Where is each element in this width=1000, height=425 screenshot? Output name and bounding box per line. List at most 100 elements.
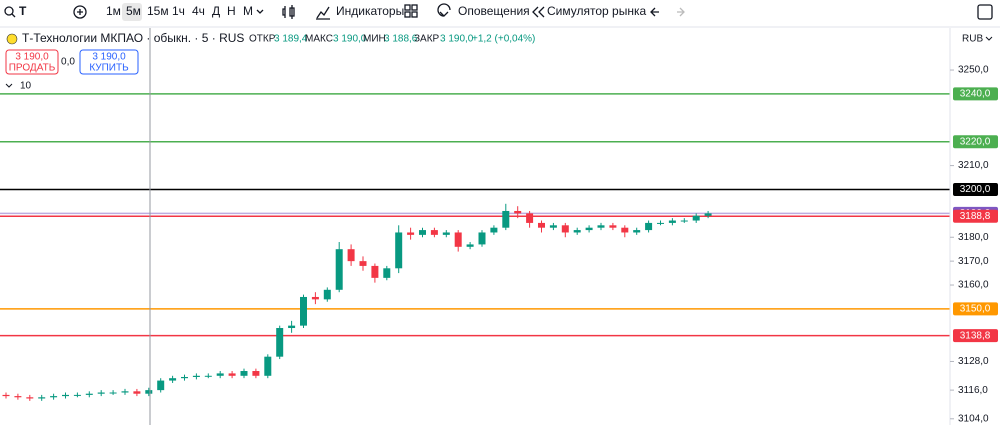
buy-button[interactable]: [79, 49, 139, 75]
y-tick-label: 3210,0: [958, 160, 989, 171]
instrument-logo: [6, 33, 18, 45]
candle-body: [538, 222, 545, 228]
candle-body: [323, 289, 331, 300]
volume-toggle[interactable]: [5, 83, 13, 88]
candle-body: [216, 373, 224, 376]
y-tick-label: 3160,0: [958, 280, 989, 291]
candle-body: [597, 225, 605, 228]
candle-body: [85, 393, 93, 395]
candle-body: [407, 232, 415, 235]
candle-body: [657, 222, 664, 224]
candle-body: [514, 210, 522, 214]
level-badge: [953, 302, 998, 316]
add-icon[interactable]: [73, 5, 87, 19]
candle-body: [181, 376, 188, 379]
indicators-icon[interactable]: [316, 6, 330, 20]
simulator-icon[interactable]: [532, 6, 545, 18]
y-tick-label: 3170,0: [958, 256, 989, 267]
level-label: 3200,0: [960, 184, 991, 195]
search-icon[interactable]: [4, 6, 14, 16]
alerts-icon[interactable]: [437, 3, 451, 17]
level-badge: [953, 182, 998, 196]
level-badge: [953, 329, 998, 343]
high-label: МАКС: [305, 34, 333, 45]
level-badge: [953, 209, 998, 223]
candle-body: [204, 375, 212, 377]
timeframe[interactable]: 1м: [106, 4, 121, 18]
level-badge: [953, 87, 998, 101]
alerts-button[interactable]: Оповещения: [458, 4, 530, 18]
candle-body: [26, 397, 34, 399]
candle-body: [62, 394, 69, 397]
candle-body: [621, 227, 629, 233]
open-value: 3 189,4: [274, 34, 308, 45]
candle-body: [573, 230, 581, 233]
candle-body: [157, 380, 165, 391]
candle-body: [692, 215, 700, 221]
layout-icon[interactable]: [977, 4, 993, 20]
chart-type-icon[interactable]: [282, 5, 295, 19]
close-label: ЗАКР: [414, 34, 440, 45]
templates-icon[interactable]: [404, 4, 418, 18]
candle-body: [145, 390, 153, 394]
redo-icon[interactable]: [677, 7, 685, 17]
timeframe[interactable]: 1ч: [172, 4, 185, 18]
timeframe[interactable]: 4ч: [192, 4, 205, 18]
chevron[interactable]: [256, 9, 264, 14]
sell-price: 3 190,0: [15, 52, 49, 63]
candle-body: [395, 232, 403, 269]
candle-body: [311, 296, 319, 300]
candle-body: [335, 249, 343, 290]
timeframe[interactable]: Н: [227, 4, 236, 18]
candle-body: [430, 230, 438, 235]
candle-body: [228, 373, 236, 376]
candle-body: [264, 356, 272, 376]
timeframe[interactable]: 5м: [126, 4, 141, 18]
level-badge: [953, 135, 998, 149]
active-timeframe: [122, 3, 142, 21]
y-tick-label: 3128,0: [958, 356, 989, 367]
timeframe[interactable]: М: [243, 4, 253, 18]
candle-body: [454, 232, 462, 247]
candle-body: [442, 232, 450, 235]
y-tick-label: 3104,0: [958, 413, 989, 424]
buy-label: КУПИТЬ: [89, 63, 129, 74]
symbol[interactable]: T: [19, 4, 27, 18]
candle-body: [549, 225, 557, 228]
candle-body: [50, 396, 58, 398]
timeframe[interactable]: 15м: [147, 4, 169, 18]
sell-label: ПРОДАТЬ: [9, 63, 56, 74]
y-tick-label: 3116,0: [958, 385, 988, 396]
candle-body: [133, 391, 141, 394]
candle-body: [466, 244, 474, 247]
candle-body: [490, 227, 498, 233]
ohlc-legend: ОТКР 3 189,4 МАКС 3 190,0 МИН 3 188,6 ЗА…: [249, 34, 535, 45]
price-axis: 3250,0 3210,0 3180,0 3170,0 3160,0 3128,0 3116…: [950, 65, 998, 424]
candle-body: [347, 249, 355, 262]
volume: 10: [20, 81, 32, 92]
currency[interactable]: RUB: [962, 34, 983, 45]
y-tick-label: 3250,0: [958, 65, 989, 76]
toolbar: [4, 3, 993, 21]
simulator-button[interactable]: Симулятор рынка: [547, 4, 646, 18]
undo-icon[interactable]: [650, 7, 659, 17]
candle-body: [609, 225, 617, 228]
search-icon: [11, 13, 16, 18]
low-value: 3 188,6: [384, 34, 418, 45]
spread: 0,0: [61, 57, 75, 68]
candle-body: [668, 220, 676, 223]
candle-body: [585, 227, 593, 231]
close-value: 3 190,0: [440, 34, 474, 45]
candle-body: [561, 225, 569, 233]
candle-body: [419, 230, 426, 235]
candle-body: [14, 396, 22, 398]
sell-button[interactable]: [5, 49, 59, 75]
candle-body: [680, 220, 688, 222]
plot: [0, 93, 950, 401]
timeframe[interactable]: Д: [212, 4, 220, 18]
indicators-button[interactable]: Индикаторы: [336, 4, 404, 18]
candle-body: [97, 392, 105, 394]
candle-body: [383, 268, 391, 278]
